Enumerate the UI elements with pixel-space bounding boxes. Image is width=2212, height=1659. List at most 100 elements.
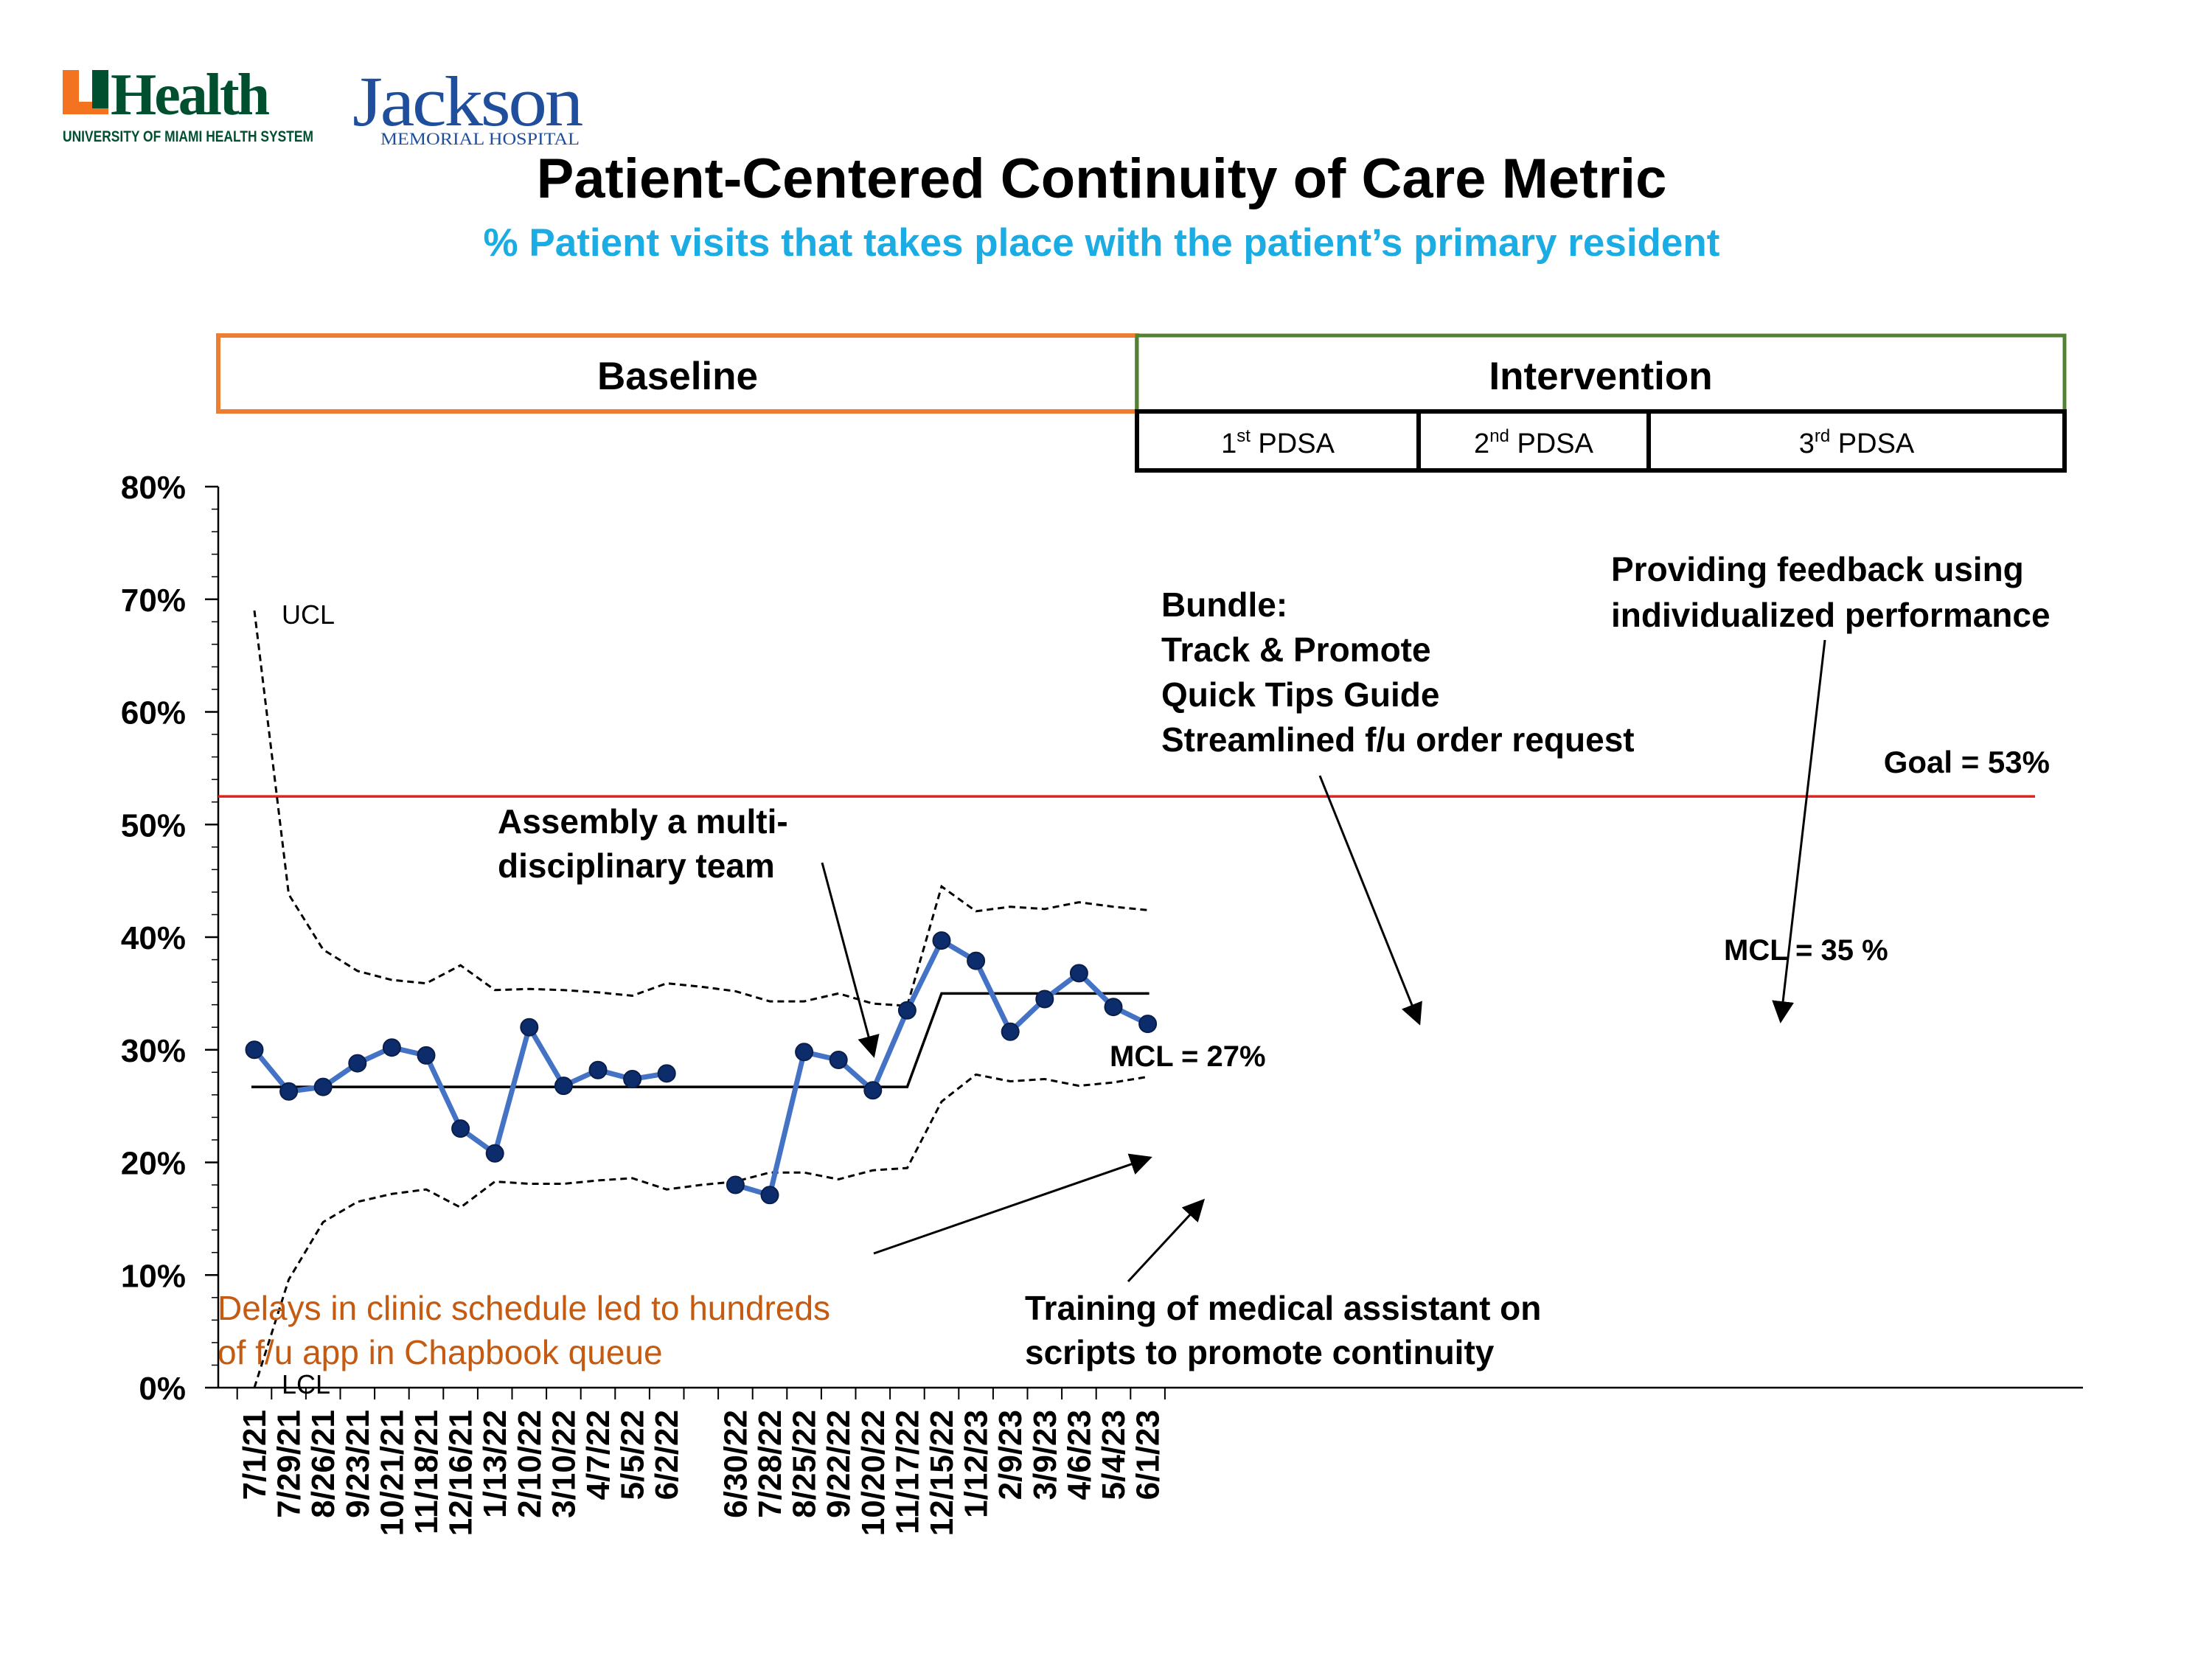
x-tick-label: 8/26/21	[305, 1410, 341, 1518]
data-point	[348, 1054, 367, 1073]
x-tick-label: 12/15/22	[924, 1410, 960, 1536]
data-point	[417, 1046, 436, 1065]
arrow-team	[821, 862, 880, 1058]
x-tick-label: 1/13/22	[477, 1410, 513, 1518]
intervention-box	[1135, 333, 2067, 414]
baseline-label: Baseline	[597, 355, 758, 398]
chart-title: Patient-Centered Continuity of Care Metr…	[537, 147, 1667, 210]
x-tick-label: 6/2/22	[649, 1410, 685, 1500]
x-tick-label: 6/1/23	[1130, 1410, 1166, 1500]
arrow-feedback	[1772, 639, 1826, 1023]
data-point	[451, 1119, 470, 1138]
annotation-bundle: Bundle: Track & Promote Quick Tips Guide…	[1161, 585, 1635, 759]
y-tick-label: 30%	[121, 1033, 186, 1069]
ucl-label: UCL	[282, 599, 335, 630]
pdsa-1-label: 1st PDSA	[1221, 426, 1335, 459]
lcl-line	[253, 1073, 1148, 1388]
x-tick-label: 11/18/21	[408, 1410, 445, 1534]
data-point	[726, 1175, 745, 1194]
data-point	[1138, 1015, 1158, 1034]
x-tick-label: 6/30/22	[717, 1410, 754, 1518]
data-point	[554, 1077, 573, 1096]
chart-subtitle: % Patient visits that takes place with t…	[484, 221, 1720, 265]
annotation-feedback: Providing feedback using individualized …	[1611, 550, 2051, 634]
y-tick-label: 40%	[121, 920, 186, 956]
arrow-bundle	[1318, 775, 1422, 1026]
mcl-line	[251, 992, 1150, 1088]
annotation-arrows	[821, 639, 1826, 1283]
u-logo-right-bar	[92, 70, 108, 108]
uhealth-subtext: UNIVERSITY OF MIAMI HEALTH SYSTEM	[63, 128, 313, 145]
data-point	[1001, 1022, 1020, 1041]
data-point	[863, 1081, 883, 1100]
x-axis-labels: 7/1/217/29/218/26/219/23/2110/21/2111/18…	[237, 1410, 1166, 1536]
y-tick-label: 80%	[121, 470, 186, 506]
data-point	[485, 1144, 504, 1163]
x-tick-label: 5/4/23	[1096, 1410, 1132, 1500]
x-tick-label: 9/22/22	[821, 1410, 857, 1518]
jackson-subtext: MEMORIAL HOSPITAL	[380, 130, 580, 148]
arrow-delay	[873, 1153, 1152, 1255]
pdsa-2-label: 2nd PDSA	[1474, 426, 1594, 459]
x-tick-label: 12/16/21	[443, 1410, 479, 1536]
uhealth-logo: Health UNIVERSITY OF MIAMI HEALTH SYSTEM	[63, 63, 313, 145]
data-point	[279, 1082, 299, 1101]
x-tick-label: 3/9/23	[1027, 1410, 1063, 1500]
lcl-label: LCL	[282, 1369, 330, 1399]
annotation-delay: Delays in clinic schedule led to hundred…	[218, 1289, 840, 1371]
annotation-training: Training of medical assistant on scripts…	[1025, 1289, 1551, 1371]
data-point	[623, 1069, 642, 1088]
y-tick-label: 50%	[121, 807, 186, 844]
data-point	[520, 1018, 539, 1037]
x-tick-label: 4/7/22	[580, 1410, 616, 1500]
x-tick-label: 4/6/23	[1061, 1410, 1097, 1500]
x-tick-label: 1/12/23	[959, 1410, 995, 1518]
series-markers	[245, 931, 1158, 1205]
x-tick-label: 2/9/23	[992, 1410, 1029, 1500]
data-point	[313, 1077, 333, 1096]
data-point	[1069, 964, 1088, 983]
goal-label: Goal = 53%	[1884, 745, 2050, 779]
data-point	[967, 951, 986, 970]
data-point	[932, 931, 951, 950]
jackson-logo: Jackson MEMORIAL HOSPITAL	[352, 62, 585, 148]
y-tick-label: 0%	[139, 1371, 186, 1407]
x-tick-label: 10/21/21	[374, 1410, 410, 1536]
uhealth-wordmark: Health	[111, 63, 270, 128]
y-tick-label: 10%	[121, 1258, 186, 1294]
x-tick-label: 5/5/22	[615, 1410, 651, 1500]
arrow-training	[1127, 1198, 1206, 1283]
data-point	[245, 1040, 264, 1060]
data-point	[795, 1043, 814, 1062]
x-tick-label: 7/29/21	[271, 1410, 307, 1518]
x-tick-label: 11/17/22	[889, 1410, 925, 1534]
data-point	[1035, 990, 1054, 1009]
intervention-label: Intervention	[1489, 355, 1712, 398]
x-tick-label: 8/25/22	[787, 1410, 823, 1518]
mcl-intervention-label: MCL = 35 %	[1724, 934, 1888, 967]
pdsa-3-box	[1646, 409, 2067, 473]
y-tick-label: 20%	[121, 1146, 186, 1182]
x-tick-label: 7/1/21	[237, 1410, 273, 1500]
data-point	[382, 1038, 401, 1057]
annotation-team: Assembly a multi- disciplinary team	[498, 802, 797, 885]
pdsa-2-box	[1416, 409, 1651, 473]
y-tick-label: 70%	[121, 582, 186, 619]
data-point	[760, 1186, 779, 1205]
ucl-line	[253, 610, 1148, 1007]
y-axis-ticks: 0% 10% 20% 30% 40% 50% 60% 70% 80%	[121, 470, 218, 1407]
data-point	[657, 1064, 676, 1083]
x-tick-label: 3/10/22	[546, 1410, 582, 1518]
x-tick-label: 9/23/21	[340, 1410, 376, 1518]
y-tick-label: 60%	[121, 695, 186, 731]
mcl-baseline-label: MCL = 27%	[1110, 1040, 1266, 1073]
pdsa-1-box	[1135, 409, 1421, 473]
x-tick-label: 2/10/22	[512, 1410, 548, 1518]
baseline-box	[216, 333, 1139, 414]
u-logo-left-bar	[63, 70, 79, 108]
jackson-wordmark: Jackson	[352, 62, 582, 141]
data-point	[1104, 998, 1123, 1017]
x-tick-label: 10/20/22	[855, 1410, 891, 1536]
data-point	[588, 1060, 608, 1079]
